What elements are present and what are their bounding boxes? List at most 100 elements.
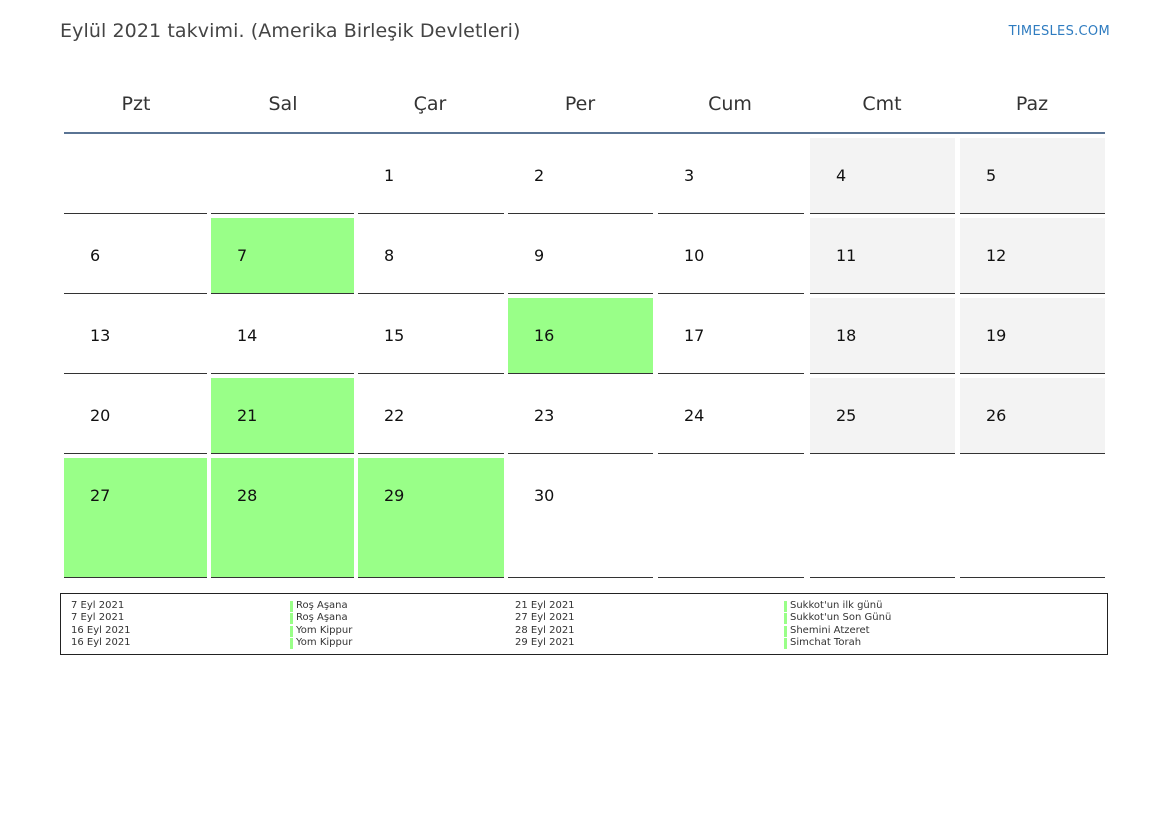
day-number: 20 [90, 406, 111, 425]
legend-holiday: Sukkot'un ilk günü [784, 600, 883, 612]
day-number: 10 [684, 246, 705, 265]
legend-holiday-name: Sukkot'un Son Günü [790, 612, 892, 623]
day-cell[interactable]: 6 [64, 218, 207, 294]
day-cell[interactable]: 8 [358, 218, 504, 294]
holiday-color-swatch [290, 613, 293, 624]
weekday-label: Çar [413, 93, 447, 115]
day-number: 26 [986, 406, 1007, 425]
day-cell[interactable]: 5 [960, 138, 1105, 214]
holiday-day-cell[interactable]: 27 [64, 458, 207, 578]
holiday-day-cell[interactable]: 21 [211, 378, 354, 454]
day-cell[interactable]: 15 [358, 298, 504, 374]
day-cell[interactable]: 3 [658, 138, 804, 214]
holiday-day-cell[interactable]: 28 [211, 458, 354, 578]
holiday-color-swatch [784, 638, 787, 649]
day-cell[interactable]: 4 [810, 138, 955, 214]
day-cell[interactable]: 23 [508, 378, 653, 454]
day-number: 5 [986, 166, 997, 185]
day-number: 2 [534, 166, 545, 185]
day-number: 21 [237, 406, 258, 425]
day-cell[interactable]: 19 [960, 298, 1105, 374]
legend-holiday-name: Yom Kippur [296, 637, 353, 648]
legend-holiday-name: Roş Aşana [296, 612, 348, 623]
legend-holiday: Simchat Torah [784, 637, 862, 649]
day-cell[interactable]: 12 [960, 218, 1105, 294]
holiday-day-cell[interactable]: 16 [508, 298, 653, 374]
day-cell[interactable]: 26 [960, 378, 1105, 454]
day-number: 28 [237, 486, 258, 505]
legend-holiday: Roş Aşana [290, 600, 348, 612]
holiday-color-swatch [784, 626, 787, 637]
weekday-label: Pzt [121, 93, 151, 115]
legend-holiday-name: Roş Aşana [296, 600, 348, 611]
holiday-day-cell[interactable]: 29 [358, 458, 504, 578]
brand-link[interactable]: TIMESLES.COM [1008, 24, 1110, 39]
legend-holiday-name: Sukkot'un ilk günü [790, 600, 883, 611]
day-cell[interactable]: 1 [358, 138, 504, 214]
day-number: 15 [384, 326, 405, 345]
day-number: 13 [90, 326, 111, 345]
day-number: 30 [534, 486, 555, 505]
day-cell[interactable]: 20 [64, 378, 207, 454]
day-number: 25 [836, 406, 857, 425]
holiday-color-swatch [784, 613, 787, 624]
day-cell[interactable]: 22 [358, 378, 504, 454]
day-number: 18 [836, 326, 857, 345]
day-cell[interactable]: 13 [64, 298, 207, 374]
legend-date: 7 Eyl 2021 [71, 612, 125, 623]
empty-day-cell [960, 458, 1105, 578]
day-number: 3 [684, 166, 695, 185]
holiday-day-cell[interactable]: 7 [211, 218, 354, 294]
day-cell[interactable]: 14 [211, 298, 354, 374]
day-number: 4 [836, 166, 847, 185]
day-number: 16 [534, 326, 555, 345]
holiday-color-swatch [784, 601, 787, 612]
weekday-label: Cum [708, 93, 752, 115]
legend-holiday: Sukkot'un Son Günü [784, 612, 892, 624]
legend-holiday: Yom Kippur [290, 637, 353, 649]
empty-day-cell [658, 458, 804, 578]
weekday-label: Sal [268, 93, 298, 115]
weekday-label: Cmt [862, 93, 902, 115]
day-number: 24 [684, 406, 705, 425]
holiday-color-swatch [290, 626, 293, 637]
page-title: Eylül 2021 takvimi. (Amerika Birleşik De… [60, 20, 521, 42]
empty-day-cell [810, 458, 955, 578]
empty-day-cell [64, 138, 207, 214]
legend-holiday-name: Shemini Atzeret [790, 625, 870, 636]
holiday-color-swatch [290, 601, 293, 612]
legend-date: 21 Eyl 2021 [515, 600, 575, 611]
day-number: 23 [534, 406, 555, 425]
day-cell[interactable]: 2 [508, 138, 653, 214]
day-cell[interactable]: 9 [508, 218, 653, 294]
legend-holiday: Shemini Atzeret [784, 625, 870, 637]
legend-date: 16 Eyl 2021 [71, 637, 131, 648]
legend-date: 29 Eyl 2021 [515, 637, 575, 648]
day-cell[interactable]: 11 [810, 218, 955, 294]
day-number: 6 [90, 246, 101, 265]
holiday-color-swatch [290, 638, 293, 649]
legend-holiday: Roş Aşana [290, 612, 348, 624]
legend-date: 28 Eyl 2021 [515, 625, 575, 636]
day-number: 14 [237, 326, 258, 345]
day-number: 1 [384, 166, 395, 185]
legend-holiday-name: Simchat Torah [790, 637, 862, 648]
day-cell[interactable]: 30 [508, 458, 653, 578]
weekday-label: Per [564, 93, 596, 115]
day-number: 9 [534, 246, 545, 265]
day-cell[interactable]: 18 [810, 298, 955, 374]
legend-holiday: Yom Kippur [290, 625, 352, 637]
day-number: 29 [384, 486, 405, 505]
day-cell[interactable]: 24 [658, 378, 804, 454]
day-number: 12 [986, 246, 1007, 265]
legend-date: 7 Eyl 2021 [71, 600, 125, 611]
day-number: 17 [684, 326, 705, 345]
weekday-header: Pzt Sal Çar Per Cum Cmt Paz [64, 76, 1105, 134]
holiday-legend: 7 Eyl 2021 7 Eyl 2021 16 Eyl 2021 16 Eyl… [60, 593, 1108, 655]
day-cell[interactable]: 17 [658, 298, 804, 374]
legend-date: 16 Eyl 2021 [71, 625, 131, 636]
day-cell[interactable]: 10 [658, 218, 804, 294]
day-number: 8 [384, 246, 395, 265]
empty-day-cell [211, 138, 354, 214]
day-cell[interactable]: 25 [810, 378, 955, 454]
